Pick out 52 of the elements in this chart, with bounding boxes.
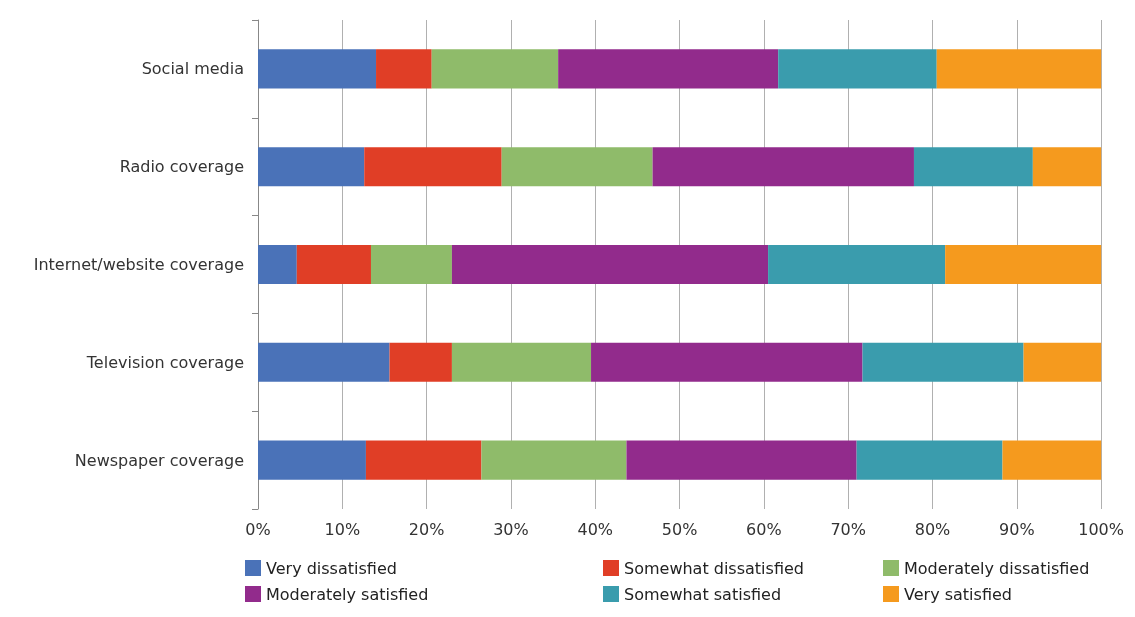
y-tick-label: Television coverage (85, 352, 244, 372)
bar (370, 244, 452, 285)
x-tick-label: 50% (661, 519, 698, 539)
bar (1002, 440, 1102, 480)
legend-label: Moderately satisfied (266, 584, 429, 604)
bar (652, 147, 914, 187)
legend-label: Moderately dissatisfied (904, 558, 1090, 578)
bar (481, 440, 627, 480)
bar (451, 244, 769, 285)
legend-label: Very dissatisfied (266, 558, 397, 578)
bar (913, 147, 1033, 187)
bar (768, 244, 946, 285)
x-tick-label: 70% (830, 519, 866, 539)
bar (389, 342, 452, 382)
y-tick-label: Social media (141, 59, 244, 79)
legend-label: Somewhat dissatisfied (624, 558, 804, 578)
x-tick-label: 80% (914, 519, 951, 539)
bar (258, 244, 297, 285)
x-tick-label: 60% (746, 519, 782, 539)
bar (296, 244, 371, 285)
x-tick-label: 0% (245, 519, 271, 539)
bar (501, 147, 653, 187)
bar (936, 49, 1102, 89)
bar (431, 49, 559, 89)
y-tick-label: Internet/website coverage (33, 255, 244, 274)
legend-label: Very satisfied (904, 584, 1012, 604)
bar (862, 342, 1024, 382)
bar (558, 49, 779, 89)
bar (1032, 147, 1102, 187)
bar (451, 342, 592, 382)
bar (364, 147, 502, 187)
bar (365, 440, 482, 480)
x-tick-label: 90% (999, 519, 1035, 539)
bar (591, 342, 863, 382)
x-tick-label: 10% (324, 519, 361, 539)
bar (1023, 342, 1102, 382)
bar (945, 244, 1102, 285)
bar (376, 49, 432, 89)
bar (856, 440, 1003, 480)
x-tick-label: 40% (577, 519, 614, 539)
y-tick-label: Newspaper coverage (74, 450, 244, 470)
x-tick-label: 20% (408, 519, 445, 539)
x-tick-label: 100% (1078, 519, 1124, 539)
bar (258, 440, 366, 480)
bar (626, 440, 857, 480)
legend-label: Somewhat satisfied (624, 584, 782, 604)
bar (258, 342, 390, 382)
x-tick-label: 30% (493, 519, 529, 539)
y-tick-label: Radio coverage (119, 157, 244, 177)
bar (778, 49, 937, 89)
bar (258, 147, 365, 187)
bar (258, 49, 377, 89)
